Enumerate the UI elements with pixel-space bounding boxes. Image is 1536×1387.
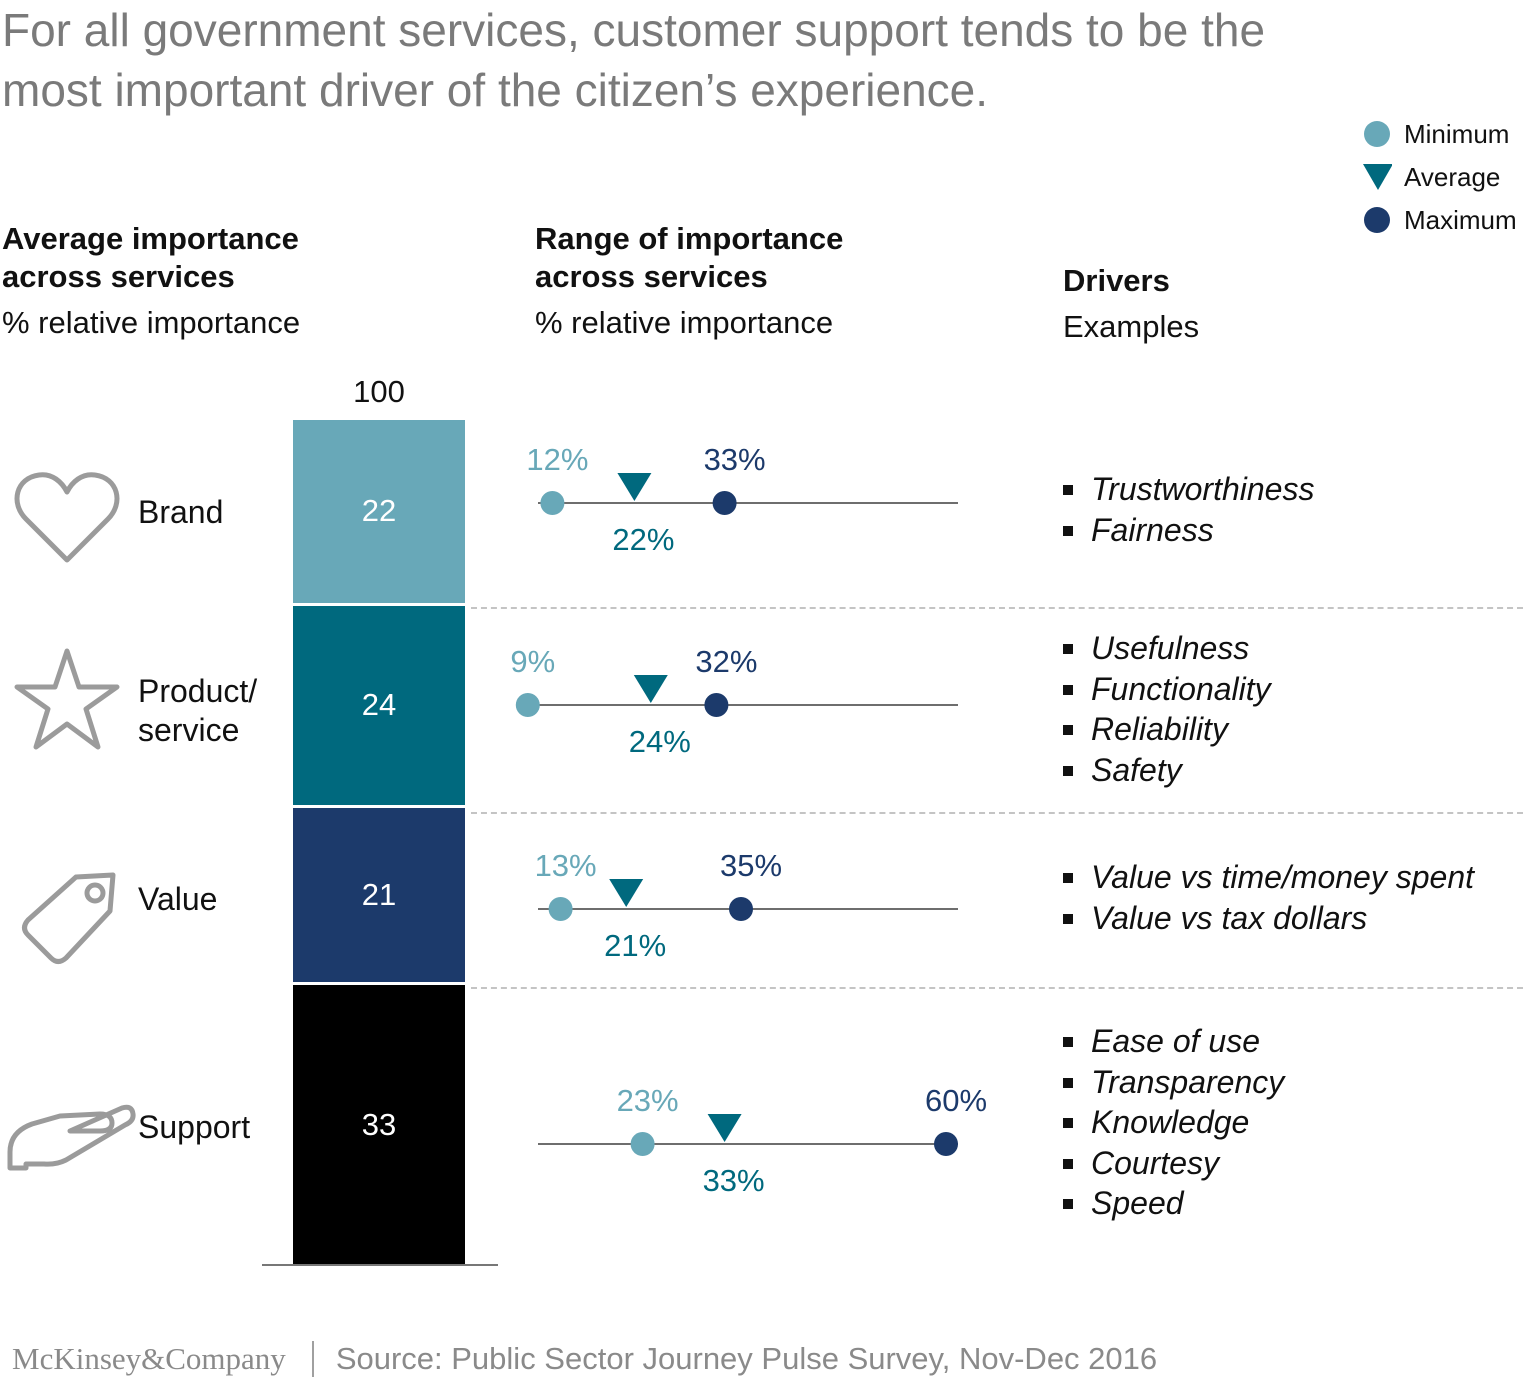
max-label-brand: 33% — [704, 442, 766, 477]
category-label-value: Value — [138, 881, 218, 917]
driver-list-brand: Trustworthiness Fairness — [1063, 469, 1314, 550]
range-importance-header: Range of importance across services % re… — [535, 220, 843, 342]
row-divider — [471, 987, 1523, 989]
circle-icon — [1362, 119, 1392, 149]
avg-label-support: 33% — [703, 1163, 765, 1198]
title-line-2: most important driver of the citizen’s e… — [2, 64, 989, 116]
legend-item-minimum: Minimum — [1362, 119, 1509, 149]
max-label-product-service: 32% — [695, 644, 757, 679]
driver-item: Courtesy — [1063, 1143, 1284, 1184]
bar-segment-support: 33 — [293, 985, 465, 1264]
driver-item: Value vs time/money spent — [1063, 857, 1474, 898]
legend-item-maximum: Maximum — [1362, 205, 1517, 235]
max-marker-support — [934, 1132, 958, 1156]
range-header-line-1: Range of importance — [535, 221, 844, 256]
legend-item-average: Average — [1362, 162, 1500, 192]
source-note: Source: Public Sector Journey Pulse Surv… — [335, 1341, 1158, 1376]
driver-list-product-service: Usefulness Functionality Reliability Saf… — [1063, 628, 1271, 790]
driver-item: Usefulness — [1063, 628, 1271, 669]
driver-item: Value vs tax dollars — [1063, 898, 1474, 939]
legend-label-maximum: Maximum — [1404, 204, 1517, 235]
bar-segment-value: 21 — [293, 808, 465, 983]
min-label-product-service: 9% — [510, 644, 555, 679]
bar-value-label-product-service: 24 — [361, 687, 397, 723]
driver-item: Reliability — [1063, 709, 1271, 750]
drivers-header-subtitle: Examples — [1063, 309, 1200, 344]
avg-label-product-service: 24% — [629, 724, 691, 759]
driver-item: Ease of use — [1063, 1021, 1284, 1062]
range-header-subtitle: % relative importance — [535, 305, 834, 340]
driver-item: Safety — [1063, 750, 1271, 791]
drivers-header: Drivers Examples — [1063, 262, 1199, 346]
max-label-support: 60% — [925, 1083, 987, 1118]
min-label-brand: 12% — [526, 442, 588, 477]
min-label-value: 13% — [535, 848, 597, 883]
max-label-value: 35% — [720, 848, 782, 883]
driver-item: Knowledge — [1063, 1102, 1284, 1143]
title-line-1: For all government services, customer su… — [2, 4, 1266, 56]
helping-hand-icon — [0, 1098, 136, 1183]
driver-item: Trustworthiness — [1063, 469, 1314, 510]
range-header-line-2: across services — [535, 259, 768, 294]
bar-value-label-brand: 22 — [361, 493, 397, 529]
avg-marker-brand — [617, 473, 652, 501]
avg-header-subtitle: % relative importance — [2, 305, 301, 340]
triangle-down-icon — [1362, 162, 1392, 192]
bar-baseline — [262, 1264, 498, 1266]
legend-max-marker — [1364, 207, 1390, 233]
driver-list-value: Value vs time/money spent Value vs tax d… — [1063, 857, 1474, 938]
min-label-support: 23% — [617, 1083, 679, 1118]
avg-label-value: 21% — [604, 928, 666, 963]
min-marker-value — [548, 897, 573, 921]
price-tag-icon — [18, 855, 126, 974]
driver-item: Speed — [1063, 1183, 1284, 1224]
min-marker-product-service — [515, 693, 540, 717]
legend-label-minimum: Minimum — [1404, 118, 1510, 149]
star-icon — [12, 646, 122, 757]
min-marker-support — [630, 1132, 655, 1156]
avg-importance-header: Average importance across services % rel… — [2, 220, 300, 342]
bar-value-label-value: 21 — [361, 877, 397, 913]
category-label-product-service: Product/ service — [138, 673, 258, 748]
footer: McKinsey&Company Source: Public Sector J… — [12, 1338, 1157, 1380]
min-marker-brand — [540, 491, 565, 515]
avg-marker-product-service — [633, 675, 668, 703]
bar-segment-product-service: 24 — [293, 605, 465, 806]
stack-total-label: 100 — [353, 374, 405, 409]
drivers-header-title: Drivers — [1063, 263, 1170, 298]
footer-divider — [311, 1341, 314, 1377]
legend-min-marker — [1364, 121, 1390, 147]
max-marker-product-service — [704, 693, 729, 717]
avg-label-brand: 22% — [612, 522, 674, 557]
legend-label-average: Average — [1404, 161, 1501, 192]
bar-segment-brand: 22 — [293, 420, 465, 603]
driver-item: Functionality — [1063, 669, 1271, 710]
bar-value-label-support: 33 — [361, 1106, 397, 1142]
row-divider — [471, 812, 1523, 814]
chart-title: For all government services, customer su… — [2, 0, 1522, 120]
max-marker-brand — [712, 491, 737, 515]
avg-header-line-1: Average importance — [2, 221, 299, 256]
legend-avg-marker — [1363, 164, 1392, 190]
brand-logo: McKinsey&Company — [12, 1341, 286, 1376]
heart-icon — [14, 470, 120, 571]
avg-header-line-2: across services — [2, 259, 235, 294]
category-label-support: Support — [138, 1109, 251, 1145]
avg-marker-value — [609, 879, 644, 907]
avg-marker-support — [707, 1114, 742, 1142]
driver-item: Transparency — [1063, 1062, 1284, 1103]
row-divider — [471, 607, 1523, 609]
circle-icon — [1362, 205, 1392, 235]
driver-list-support: Ease of use Transparency Knowledge Court… — [1063, 1021, 1284, 1224]
category-label-brand: Brand — [138, 494, 224, 530]
driver-item: Fairness — [1063, 510, 1314, 551]
max-marker-value — [729, 897, 753, 921]
